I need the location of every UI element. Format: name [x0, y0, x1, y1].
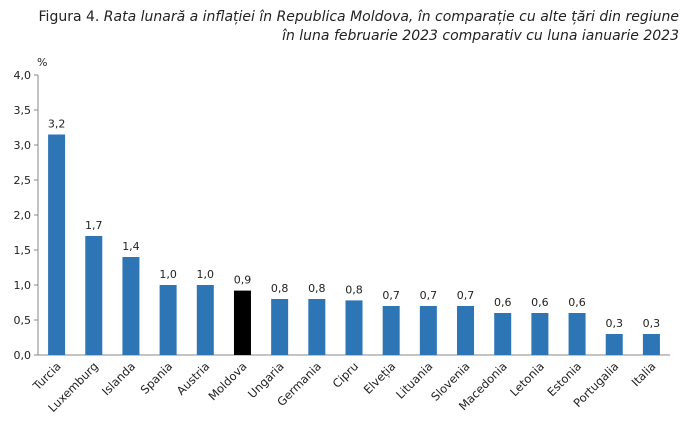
y-tick-label: 2,5	[14, 174, 32, 187]
x-tick-label: Moldova	[206, 359, 250, 403]
data-label: 0,6	[494, 296, 512, 309]
data-label: 0,8	[345, 283, 363, 296]
x-tick-label: Turcia	[29, 359, 63, 393]
data-label: 1,7	[85, 219, 103, 232]
data-label: 0,7	[420, 289, 438, 302]
x-tick-label: Spania	[138, 359, 176, 397]
y-tick-label: 0,0	[14, 349, 32, 362]
chart-title: Figura 4. Rata lunară a inflației în Rep…	[0, 8, 679, 46]
y-tick-label: 1,0	[14, 279, 32, 292]
bar	[345, 300, 363, 355]
y-tick-label: 4,0	[14, 69, 32, 82]
bar	[568, 313, 586, 355]
data-labels-group: 3,2 1,7 1,4 1,0 1,0 0,9 0,8 0,8 0,8 0,7 0,7 0,7 0,6 0…	[48, 118, 660, 331]
data-label: 0,6	[568, 296, 586, 309]
x-tick-label: Italia	[629, 359, 659, 389]
x-tick-label: Letonia	[507, 359, 547, 399]
data-label: 0,6	[531, 296, 549, 309]
bars-group	[48, 134, 660, 355]
title-line-1: Rata lunară a inflației în Republica Mol…	[103, 9, 679, 25]
data-label: 0,7	[457, 289, 475, 302]
title-line-2: în luna februarie 2023 comparativ cu lun…	[282, 28, 679, 44]
figure-number: Figura 4.	[38, 9, 100, 25]
bar	[531, 313, 549, 355]
data-label: 0,7	[382, 289, 400, 302]
y-tick-label: 2,0	[14, 209, 32, 222]
data-label: 1,4	[122, 240, 140, 253]
y-axis: 0,0 0,5 1,0 1,5 2,0 2,5 3,0 3,5 4,0%	[14, 56, 670, 362]
data-label: 0,9	[234, 274, 252, 287]
data-label: 3,2	[48, 118, 66, 131]
data-label: 0,3	[643, 317, 661, 330]
bar	[494, 313, 512, 355]
data-label: 0,3	[605, 317, 623, 330]
bar	[196, 285, 214, 355]
bar	[308, 299, 326, 355]
bar	[122, 257, 140, 355]
bar	[457, 306, 475, 355]
y-tick-label: 3,5	[14, 104, 32, 117]
bar	[419, 306, 437, 355]
bar	[159, 285, 177, 355]
bar	[48, 134, 66, 355]
bar	[642, 334, 660, 355]
y-tick-label: 3,0	[14, 139, 32, 152]
y-tick-label: 1,5	[14, 244, 32, 257]
x-tick-label: Islanda	[99, 359, 138, 398]
y-unit-label: %	[37, 56, 47, 69]
bar	[382, 306, 400, 355]
data-label: 1,0	[197, 268, 215, 281]
bar	[233, 290, 251, 355]
bar	[271, 299, 289, 355]
bar	[605, 334, 623, 355]
bar	[85, 236, 103, 355]
data-label: 1,0	[159, 268, 177, 281]
x-tick-label: Cipru	[330, 359, 361, 390]
y-tick-label: 0,5	[14, 314, 32, 327]
data-label: 0,8	[271, 282, 289, 295]
data-label: 0,8	[308, 282, 326, 295]
